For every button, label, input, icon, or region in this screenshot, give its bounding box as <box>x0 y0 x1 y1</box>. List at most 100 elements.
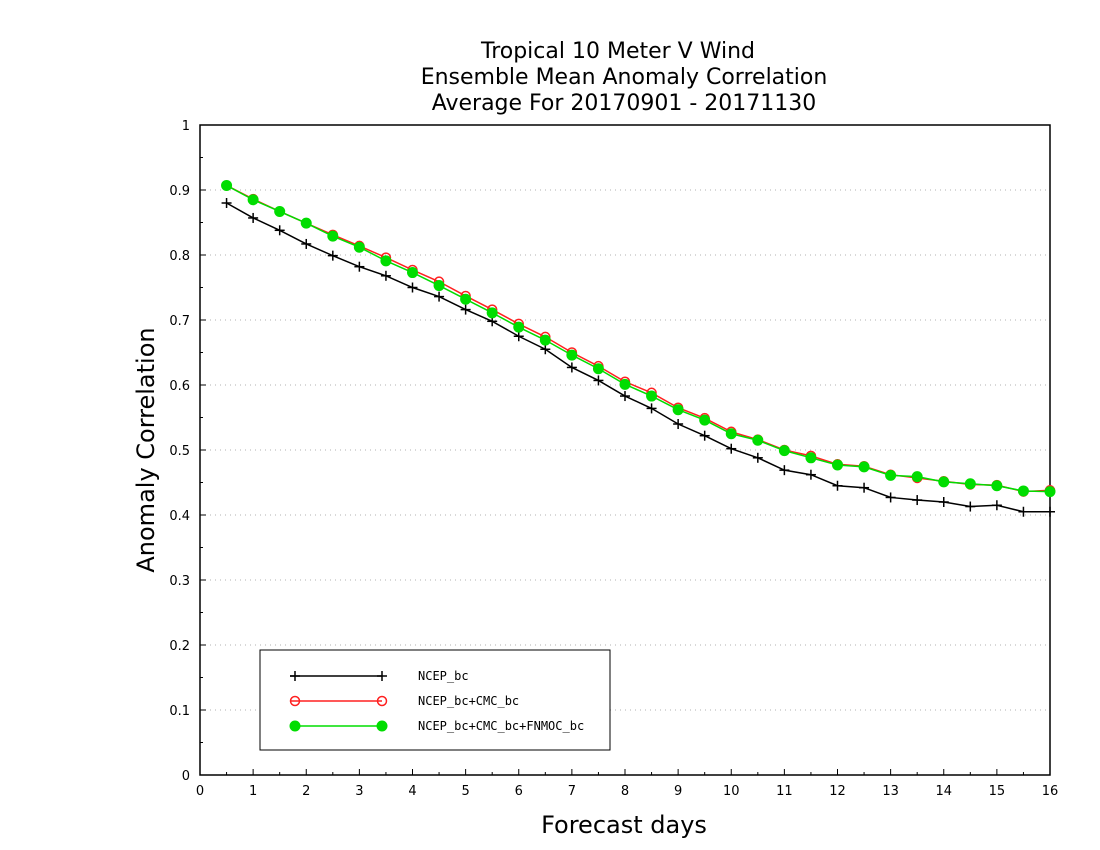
data-point <box>832 480 843 491</box>
data-point <box>965 501 976 512</box>
legend-marker <box>376 720 388 732</box>
y-tick-label: 0.9 <box>169 184 190 199</box>
data-point <box>911 471 923 483</box>
legend-box <box>259 649 611 751</box>
y-tick-label: 0.4 <box>169 509 190 524</box>
x-tick-label: 14 <box>935 784 952 799</box>
data-point <box>513 331 524 342</box>
title-line-3: Average For 20170901 - 20171130 <box>432 91 817 116</box>
data-point <box>593 375 604 386</box>
data-point <box>1017 485 1029 497</box>
data-point <box>300 217 312 229</box>
data-point <box>620 391 630 402</box>
x-tick-label: 13 <box>882 784 899 799</box>
data-point <box>859 482 870 493</box>
series-line <box>226 184 1051 493</box>
data-point <box>938 497 949 507</box>
y-tick-label: 1 <box>182 119 190 134</box>
chart-title: Tropical 10 Meter V Wind Ensemble Mean A… <box>421 39 828 116</box>
series-2 <box>221 179 1056 498</box>
data-point <box>752 434 764 446</box>
data-point <box>247 194 259 206</box>
data-point <box>434 291 445 302</box>
legend-label: NCEP_bc <box>418 669 469 683</box>
data-point <box>460 304 471 315</box>
x-tick-label: 1 <box>249 784 257 799</box>
data-point <box>725 428 737 440</box>
x-tick-label: 7 <box>568 784 576 799</box>
data-point <box>460 293 472 305</box>
data-point <box>699 414 711 426</box>
data-point <box>1018 506 1029 517</box>
data-point <box>274 225 285 236</box>
y-tick-label: 0.2 <box>169 639 190 654</box>
data-point <box>433 280 445 292</box>
data-point <box>566 349 578 361</box>
data-point <box>619 378 631 390</box>
series-line <box>226 184 1051 493</box>
x-tick-label: 16 <box>1042 784 1059 799</box>
series-0 <box>221 198 1055 517</box>
data-point <box>805 452 817 464</box>
x-tick-label: 2 <box>302 784 310 799</box>
y-tick-label: 0 <box>182 769 190 784</box>
series-line <box>226 202 1050 513</box>
x-tick-label: 3 <box>355 784 363 799</box>
series-lines <box>221 179 1056 517</box>
data-point <box>938 476 950 488</box>
data-point <box>248 212 259 223</box>
data-point <box>699 430 710 441</box>
data-point <box>592 363 604 375</box>
data-point <box>301 238 312 249</box>
data-point <box>779 465 790 476</box>
x-tick-label: 6 <box>515 784 523 799</box>
data-point <box>964 478 976 490</box>
data-point <box>885 469 897 481</box>
y-tick-label: 0.1 <box>169 704 190 719</box>
x-tick-label: 0 <box>196 784 204 799</box>
data-point <box>991 500 1002 511</box>
data-point <box>566 362 577 373</box>
data-point <box>1045 506 1055 517</box>
data-point <box>407 282 418 293</box>
data-point <box>991 480 1003 492</box>
data-point <box>539 334 551 346</box>
data-point <box>274 205 286 217</box>
y-tick-label: 0.8 <box>169 249 190 264</box>
data-point <box>380 270 391 281</box>
data-point <box>912 495 923 506</box>
x-tick-label: 9 <box>674 784 682 799</box>
data-point <box>354 261 365 272</box>
data-point <box>327 230 339 242</box>
legend: NCEP_bc NCEP_bc+CMC_bc NCEP_bc+CMC_bc+FNMO… <box>259 649 611 751</box>
data-point <box>353 241 365 253</box>
data-point <box>540 344 551 355</box>
legend-marker <box>289 720 301 732</box>
data-point <box>327 250 338 261</box>
x-tick-label: 8 <box>621 784 629 799</box>
data-point <box>858 461 870 473</box>
y-axis-label: Anomaly Correlation <box>132 327 160 572</box>
x-tick-label: 15 <box>989 784 1006 799</box>
data-point <box>832 459 843 471</box>
data-point <box>885 492 896 503</box>
data-point <box>513 321 525 333</box>
data-point <box>380 255 392 267</box>
y-tick-label: 0.7 <box>169 314 190 329</box>
y-axis: 0 0.1 0.2 0.3 0.4 0.5 0.6 0.7 0.8 0.9 1 <box>169 119 206 784</box>
x-axis-label: Forecast days <box>541 811 707 839</box>
data-point <box>778 445 790 457</box>
data-point <box>486 307 498 319</box>
data-point <box>221 198 232 208</box>
title-line-1: Tropical 10 Meter V Wind <box>480 39 755 64</box>
data-point <box>1044 486 1056 498</box>
title-line-2: Ensemble Mean Anomaly Correlation <box>421 65 828 90</box>
x-axis: 0 1 2 3 4 5 6 7 8 9 10 11 12 13 14 15 16 <box>196 769 1058 799</box>
x-tick-label: 12 <box>829 784 846 799</box>
legend-marker <box>376 695 388 707</box>
data-point <box>752 452 763 463</box>
y-tick-label: 0.5 <box>169 444 190 459</box>
data-point <box>646 403 657 414</box>
y-tick-label: 0.6 <box>169 379 190 394</box>
